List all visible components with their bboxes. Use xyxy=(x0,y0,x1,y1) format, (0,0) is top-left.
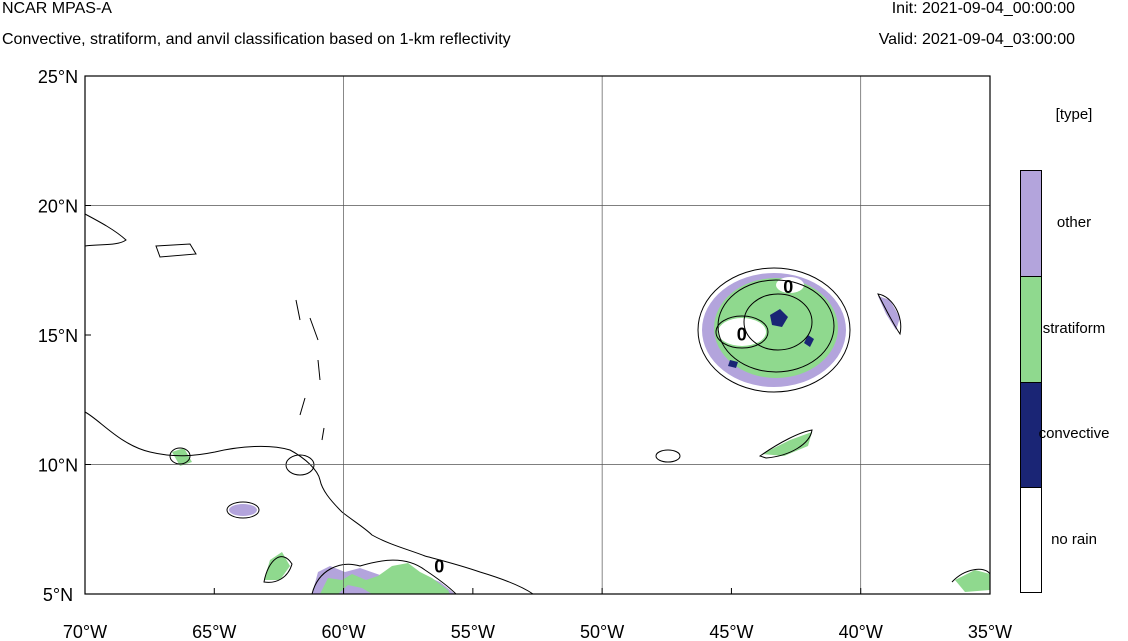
contour-value-label: 0 xyxy=(783,277,793,297)
legend-label-stratiform: stratiform xyxy=(1042,319,1106,337)
contour-line xyxy=(311,559,457,595)
precip-area-other xyxy=(338,585,372,594)
contour-line xyxy=(655,449,681,463)
lon-tick-label: 60°W xyxy=(321,622,365,641)
axis-ticks: 70°W 65°W 60°W 55°W 50°W 45°W 40°W 35°W 5°N 10°N 1… xyxy=(38,67,1012,641)
island-trinidad xyxy=(285,454,315,476)
contour-lines xyxy=(169,267,991,595)
coastlines xyxy=(84,213,534,595)
contour-line xyxy=(715,315,769,349)
lon-tick-label: 45°W xyxy=(709,622,753,641)
lat-tick-label: 5°N xyxy=(43,585,73,605)
lat-tick-label: 25°N xyxy=(38,67,78,87)
precip-area-other xyxy=(229,504,257,516)
contour-line xyxy=(263,556,293,583)
contour-value-label: 0 xyxy=(737,325,747,345)
precip-area-stratiform xyxy=(955,570,990,592)
contour-line xyxy=(697,267,851,393)
init-time: Init: 2021-09-04_00:00:00 xyxy=(891,0,1075,17)
coastline-south-america xyxy=(84,411,534,595)
lon-tick-label: 65°W xyxy=(192,622,236,641)
precip-area-convective xyxy=(728,309,814,368)
precip-layer xyxy=(172,273,990,594)
eye-no-rain xyxy=(718,318,766,346)
eye-no-rain xyxy=(776,277,804,293)
coastline-hispaniola xyxy=(84,213,127,247)
precip-area-stratiform xyxy=(264,552,290,580)
legend-title: [type] xyxy=(1055,106,1093,123)
lat-tick-label: 15°N xyxy=(38,326,78,346)
contour-value-label: 0 xyxy=(434,557,444,577)
contour-line xyxy=(743,293,813,351)
contour-labels: 0 0 0 xyxy=(434,277,793,577)
lon-tick-label: 50°W xyxy=(580,622,624,641)
precip-area-stratiform xyxy=(762,432,812,456)
lon-tick-label: 55°W xyxy=(451,622,495,641)
coastline-lesser-antilles xyxy=(295,299,325,441)
lat-tick-label: 20°N xyxy=(38,197,78,217)
contour-line xyxy=(226,501,260,519)
lon-tick-label: 70°W xyxy=(63,622,107,641)
legend-label-convective: convective xyxy=(1038,425,1110,443)
lat-tick-label: 10°N xyxy=(38,456,78,476)
contour-line xyxy=(877,293,902,336)
coastline-puerto-rico xyxy=(155,243,197,258)
map-title: NCAR MPAS-A xyxy=(2,0,112,17)
lon-tick-label: 40°W xyxy=(839,622,883,641)
contour-line xyxy=(951,568,991,583)
map-frame xyxy=(85,76,990,594)
contour-line xyxy=(169,447,191,465)
gridlines xyxy=(85,76,990,594)
precip-area-stratiform xyxy=(714,278,838,378)
legend-label-other: other xyxy=(1056,213,1092,231)
valid-time: Valid: 2021-09-04_03:00:00 xyxy=(878,31,1075,48)
contour-line xyxy=(758,429,813,459)
map-subtitle: Convective, stratiform, and anvil classi… xyxy=(2,31,511,48)
lon-tick-label: 35°W xyxy=(968,622,1012,641)
legend-label-no-rain: no rain xyxy=(1051,531,1097,549)
